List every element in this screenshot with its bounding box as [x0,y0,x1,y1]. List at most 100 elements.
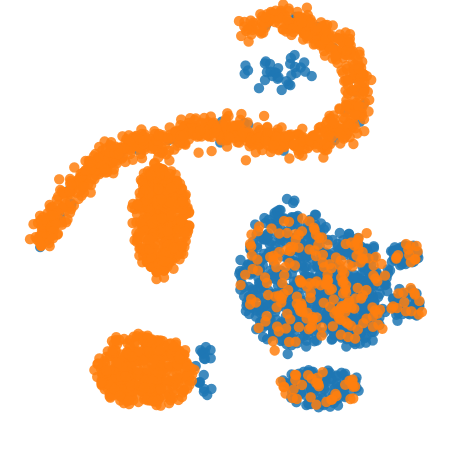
scatter-point [276,297,287,308]
scatter-point [168,242,179,254]
scatter-point [290,336,301,347]
scatter-point [367,335,378,346]
scatter-point [253,83,265,94]
scatter-point [147,374,158,386]
scatter-point [320,279,331,290]
scatter-point [184,379,195,391]
scatter-point [280,261,291,273]
scatter-point [338,276,349,287]
scatter-point [239,68,250,80]
scatter-point [153,130,164,141]
scatter-point [282,14,293,25]
scatter-point [106,335,118,347]
scatter-point [161,374,173,385]
scatter-point [206,145,217,157]
scatter-point [35,214,46,226]
scatter-point [266,223,277,234]
scatter-point [368,241,379,252]
scatter-point [333,33,344,44]
scatter-point [363,253,374,264]
scatter-point [149,354,160,365]
scatter-point [260,316,271,327]
scatter-point [153,367,164,378]
scatter-point [316,322,328,333]
scatter-point [175,120,186,131]
scatter-point [291,298,302,309]
scatter-point [258,110,270,122]
scatter-point [278,215,290,227]
scatter-point [372,291,384,303]
scatter-point [125,380,137,391]
scatter-point [392,250,404,261]
scatter-point [293,321,305,333]
scatter-point [177,196,188,207]
scatter-point [34,236,45,248]
scatter-point [254,26,266,37]
scatter-point [276,84,287,96]
scatter-point [78,181,89,192]
scatter-point [376,258,387,270]
scatter-point [245,15,256,26]
scatter-point [326,263,337,274]
scatter-point [64,196,76,208]
scatter-point [274,228,285,239]
scatter-point [185,113,196,124]
scatter-point [160,247,171,259]
scatter-point [313,239,324,250]
scatter-point [64,207,76,218]
scatter-point [156,213,168,224]
scatter-point [155,400,166,411]
scatter-point [265,251,276,263]
scatter-point [368,260,379,271]
scatter-point [295,277,306,288]
scatter-point [303,324,315,335]
scatter-point [340,379,351,390]
scatter-point [273,72,284,83]
scatter-point [268,140,280,151]
scatter-point [366,74,377,86]
scatter-point [350,91,361,102]
scatter-point [164,145,175,156]
scatter-point [305,392,316,403]
scatter-point [289,49,300,61]
scatter-point [180,345,191,356]
scatter-point [329,117,340,129]
scatter-point [277,278,288,289]
scatter-point [316,330,327,341]
scatter-point [162,132,173,143]
scatter-point [362,86,373,98]
scatter-point [337,265,348,276]
scatter-point [340,287,352,298]
scatter-point [267,336,279,347]
scatter-point [240,155,252,166]
scatter-point [283,79,294,90]
scatter-point [89,364,100,376]
scatter-point [138,354,149,366]
scatter-point [96,377,107,388]
scatter-point [66,179,77,190]
scatter-point [227,120,238,131]
scatter-point [112,148,124,160]
scatter-point [372,276,383,287]
scatter-point [352,282,363,294]
scatter-point [348,138,359,150]
scatter-point [168,263,179,274]
scatter-point [279,270,290,281]
scatter-point [119,371,131,382]
scatter-point [137,257,148,268]
series-1 [24,0,428,411]
scatter-point [311,399,322,410]
scatter-point [350,333,361,344]
scatter-point [236,108,247,120]
scatter-point [138,382,150,393]
scatter-point [146,251,157,263]
scatter-point [128,331,139,342]
scatter-point [174,353,185,364]
scatter-point [341,45,352,56]
scatter-point [252,122,263,133]
scatter-point [246,229,257,240]
scatter-point [290,67,302,79]
scatter-point [244,238,256,250]
scatter-point [364,94,375,106]
